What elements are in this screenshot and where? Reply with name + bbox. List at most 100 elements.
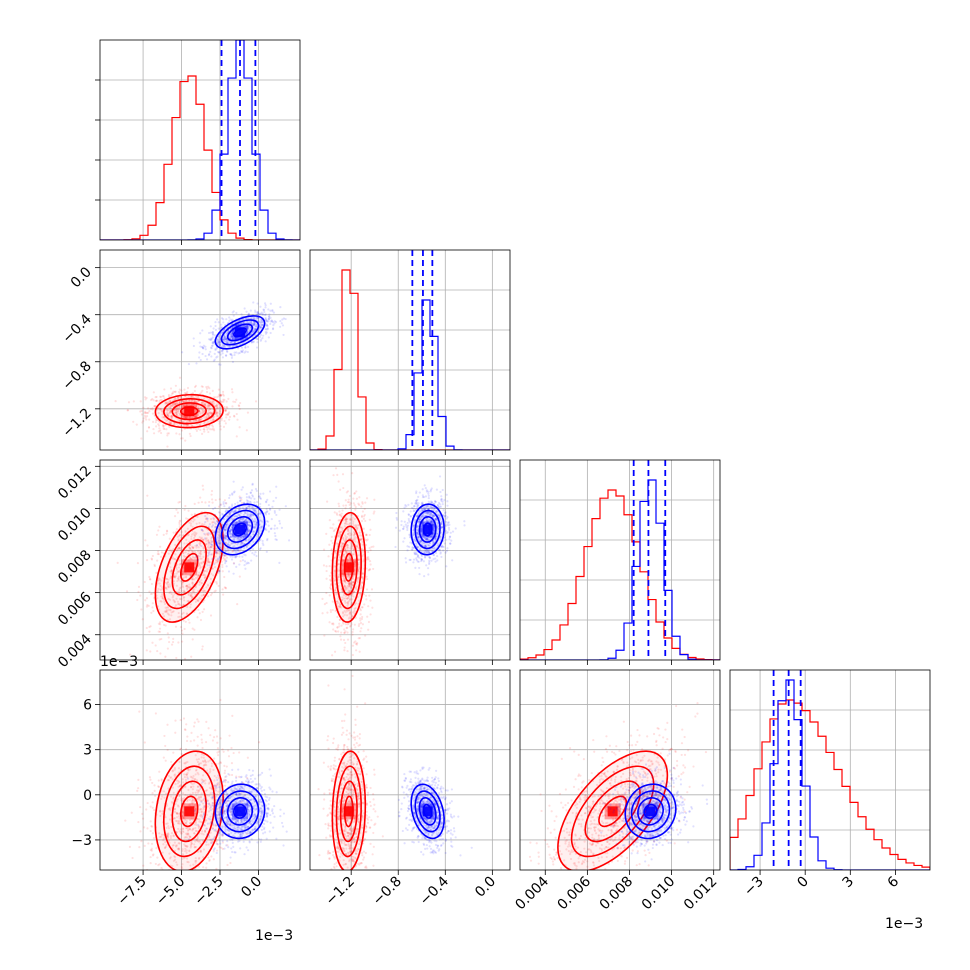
scatter-point xyxy=(177,410,180,413)
scatter-point xyxy=(231,354,234,357)
scatter-point xyxy=(140,437,143,440)
scatter-point xyxy=(186,553,190,556)
scatter-point xyxy=(267,317,270,321)
scatter-point xyxy=(163,600,166,604)
scatter-point xyxy=(196,559,199,562)
scatter-point xyxy=(325,591,328,595)
scatter-point xyxy=(213,590,216,593)
scatter-point xyxy=(259,320,263,323)
scatter-point xyxy=(199,358,202,362)
scatter-point xyxy=(335,527,338,530)
scatter-point xyxy=(140,409,143,413)
scatter-point xyxy=(192,532,195,535)
scatter-point xyxy=(161,597,165,600)
scatter-point xyxy=(235,412,238,416)
scatter-point xyxy=(207,559,210,562)
scatter-point xyxy=(182,400,185,403)
scatter-point xyxy=(204,404,207,407)
scatter-point xyxy=(223,337,226,341)
scatter-point xyxy=(177,578,180,582)
scatter-point xyxy=(206,404,209,407)
scatter-point xyxy=(171,392,174,395)
scatter-point xyxy=(221,356,225,359)
scatter-point xyxy=(227,345,230,348)
scatter-point xyxy=(223,338,226,341)
scatter-point xyxy=(218,341,221,344)
scatter-point xyxy=(214,347,217,351)
scatter-point xyxy=(195,576,198,579)
scatter-point xyxy=(204,575,207,578)
scatter-point xyxy=(206,406,209,409)
scatter-point xyxy=(269,322,272,326)
scatter-point xyxy=(195,544,199,547)
scatter-point xyxy=(270,319,273,322)
scatter-point xyxy=(201,408,204,411)
scatter-point xyxy=(201,412,204,415)
scatter-point xyxy=(177,615,180,619)
scatter-point xyxy=(205,387,209,390)
scatter-point xyxy=(207,414,211,417)
scatter-point xyxy=(217,539,220,542)
scatter-point xyxy=(179,395,182,399)
scatter-point xyxy=(196,414,199,417)
scatter-point xyxy=(201,346,204,349)
scatter-point xyxy=(266,537,269,541)
scatter-point xyxy=(259,325,262,328)
scatter-point xyxy=(252,341,255,344)
scatter-point xyxy=(155,399,158,402)
scatter-point xyxy=(126,409,129,412)
scatter-point xyxy=(177,577,180,580)
scatter-point xyxy=(212,547,216,550)
scatter-point xyxy=(339,635,342,638)
scatter-point xyxy=(179,413,182,416)
scatter-point xyxy=(407,517,410,521)
scatter-point xyxy=(159,588,162,591)
scatter-point xyxy=(221,349,224,352)
scatter-point xyxy=(252,330,255,333)
scatter-point xyxy=(174,397,177,400)
scatter-point xyxy=(367,605,370,608)
scatter-point xyxy=(161,424,165,427)
scatter-point xyxy=(234,542,237,545)
scatter-point xyxy=(229,318,232,321)
scatter-point xyxy=(181,572,184,575)
scatter-point xyxy=(213,402,216,405)
scatter-point xyxy=(168,399,172,403)
scatter-point xyxy=(343,631,346,634)
scatter-point xyxy=(203,430,206,433)
scatter-point xyxy=(361,502,364,505)
scatter-point xyxy=(181,400,184,403)
scatter-point xyxy=(218,412,222,415)
scatter-point xyxy=(224,354,228,357)
scatter-point xyxy=(206,414,209,417)
scatter-point xyxy=(208,411,211,415)
scatter-point xyxy=(231,555,234,558)
scatter-point xyxy=(203,523,206,526)
scatter-point xyxy=(140,413,144,416)
scatter-point xyxy=(246,331,250,334)
scatter-point xyxy=(157,579,160,582)
scatter-point xyxy=(211,531,215,534)
scatter-point xyxy=(203,589,207,592)
scatter-point xyxy=(216,415,220,418)
scatter-point xyxy=(234,400,237,404)
scatter-point xyxy=(216,342,219,346)
scatter-point xyxy=(149,592,153,596)
scatter-point xyxy=(189,419,192,422)
scatter-point xyxy=(211,558,214,561)
scatter-point xyxy=(246,328,249,331)
scatter-point xyxy=(147,426,151,429)
scatter-point xyxy=(158,627,162,630)
scatter-point xyxy=(360,627,363,630)
scatter-point xyxy=(149,650,152,653)
scatter-point xyxy=(199,557,202,560)
scatter-point xyxy=(132,420,135,423)
scatter-point xyxy=(177,538,180,541)
scatter-point xyxy=(178,392,181,395)
scatter-point xyxy=(185,403,188,407)
scatter-point xyxy=(207,404,210,407)
scatter-point xyxy=(169,576,172,580)
scatter-point xyxy=(336,513,339,516)
scatter-point xyxy=(190,545,194,548)
scatter-point xyxy=(189,606,192,609)
